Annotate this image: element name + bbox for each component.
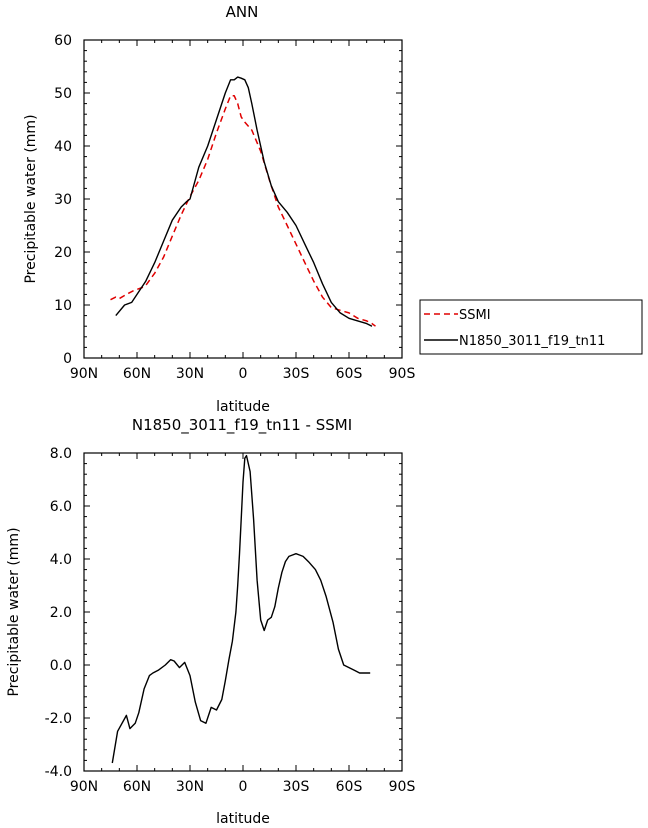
bottom-y-tick-label: 4.0 (50, 552, 72, 568)
top-y-tick-label: 20 (54, 245, 72, 261)
top-y-tick-label: 60 (54, 33, 72, 49)
top-y-axis-label: Precipitable water (mm) (23, 114, 39, 283)
bottom-x-tick-label: 30S (283, 779, 310, 795)
bottom-x-axis-label: latitude (216, 811, 270, 827)
bottom-plot-frame (83, 452, 403, 772)
bottom-x-tick-label: 60S (336, 779, 363, 795)
top-y-tick-label: 10 (54, 298, 72, 314)
bottom-x-tick-label: 90N (70, 779, 98, 795)
top-series-lines (110, 76, 376, 327)
top-x-tick-label: 60S (336, 366, 363, 382)
top-x-tick-label: 30N (176, 366, 204, 382)
top-plot-frame (83, 39, 403, 359)
top-x-tick-label: 90S (389, 366, 416, 382)
top-chart-panel: ANN 90N 60N 30N 0 30S 60S 90S 0 10 20 30 40 50 60 lat… (23, 3, 643, 415)
bottom-y-tick-label: 6.0 (50, 499, 72, 515)
top-y-tick-label: 30 (54, 192, 72, 208)
bottom-y-tick-label: 0.0 (50, 658, 72, 674)
top-x-axis-label: latitude (216, 399, 270, 415)
bottom-x-tick-label: 30N (176, 779, 204, 795)
bottom-x-tick-label: 60N (123, 779, 151, 795)
legend: SSMI N1850_3011_f19_tn11 (419, 299, 643, 355)
bottom-y-tick-label: -2.0 (45, 711, 72, 727)
bottom-series-line-difference (111, 454, 371, 764)
legend-label-model: N1850_3011_f19_tn11 (459, 334, 605, 349)
top-x-tick-label: 60N (123, 366, 151, 382)
legend-box (419, 299, 643, 355)
top-y-tick-label: 0 (63, 351, 72, 367)
bottom-y-tick-label: 2.0 (50, 605, 72, 621)
bottom-series-lines (111, 454, 371, 764)
top-x-tick-label: 0 (239, 366, 248, 382)
top-y-tick-label: 40 (54, 139, 72, 155)
bottom-chart-title: N1850_3011_f19_tn11 - SSMI (132, 416, 352, 435)
top-series-line-ssmi (110, 94, 376, 327)
top-axis-ticks: 90N 60N 30N 0 30S 60S 90S 0 10 20 30 40 50 60 (54, 33, 415, 382)
bottom-y-axis-label: Precipitable water (mm) (6, 527, 22, 696)
bottom-x-tick-label: 0 (239, 779, 248, 795)
bottom-y-tick-label: -4.0 (45, 764, 72, 780)
top-series-line-n1850-3011-f19-tn11 (115, 76, 373, 327)
top-x-tick-label: 30S (283, 366, 310, 382)
bottom-chart-panel: N1850_3011_f19_tn11 - SSMI 90N 60N 30N 0 30S… (6, 416, 415, 827)
top-y-tick-label: 50 (54, 86, 72, 102)
legend-label-ssmi: SSMI (459, 308, 491, 323)
bottom-axis-ticks: 90N 60N 30N 0 30S 60S 90S -4.0 -2.0 0.0 2.0 4.0 6.0 8… (45, 446, 416, 795)
bottom-x-tick-label: 90S (389, 779, 416, 795)
top-chart-title: ANN (226, 3, 259, 21)
bottom-y-tick-label: 8.0 (50, 446, 72, 462)
top-x-tick-label: 90N (70, 366, 98, 382)
